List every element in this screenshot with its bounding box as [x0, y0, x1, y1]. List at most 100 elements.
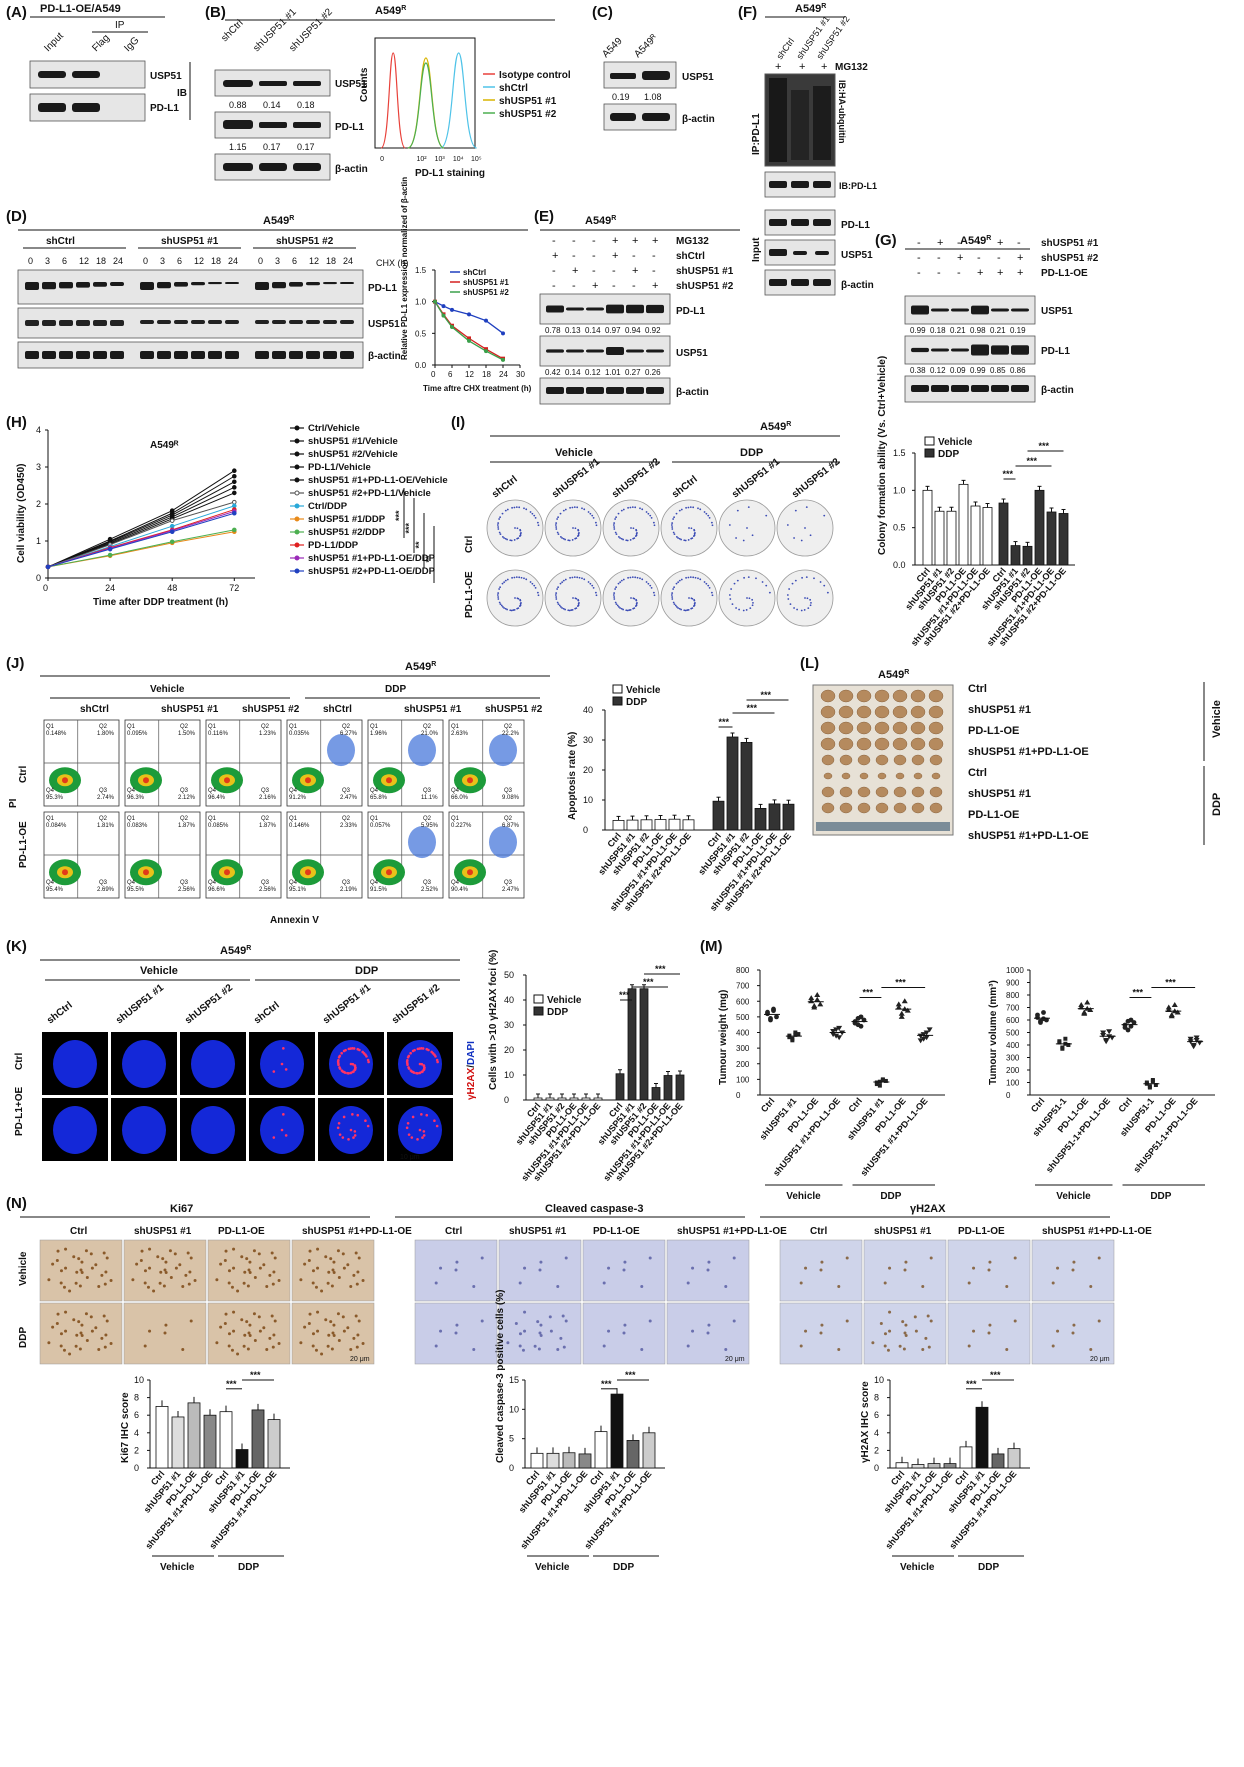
colony — [789, 603, 792, 606]
e-pdl1-value: 0.14 — [585, 326, 601, 335]
e-usp51-value: 0.26 — [645, 368, 661, 377]
h-legend-marker — [294, 425, 300, 431]
colony — [555, 592, 558, 594]
m-weight-point — [765, 1009, 770, 1015]
colony — [680, 608, 683, 611]
k-focus — [338, 1054, 342, 1058]
n-stained-cell — [536, 1320, 540, 1324]
m-volume-point — [1187, 1036, 1194, 1042]
n-stained-cell — [273, 1319, 277, 1323]
m-volume-ytick-label: 200 — [1006, 1066, 1020, 1075]
n-stained-cell — [252, 1312, 256, 1316]
a-lane-flag: Flag — [90, 33, 112, 55]
n-stained-cell — [271, 1345, 275, 1349]
b-flow-legend-label: Isotype control — [499, 70, 571, 81]
k-focus — [346, 1071, 349, 1075]
band — [626, 304, 644, 314]
m-volume-sig-label: *** — [1165, 978, 1176, 988]
m-volume-point — [1078, 1002, 1085, 1007]
n-stained-cell — [85, 1275, 89, 1279]
h-point — [45, 564, 51, 570]
colony — [557, 516, 560, 519]
j-chart-legend-swatch — [612, 696, 623, 706]
j-col-label: shCtrl — [80, 704, 109, 715]
n-stained-cell — [78, 1347, 82, 1351]
n-stained-cell — [109, 1342, 113, 1346]
j-q-label: Q1 — [289, 816, 298, 822]
n-stained-cell — [178, 1263, 182, 1267]
j-q-value: 65.8% — [370, 795, 388, 801]
colony — [561, 537, 563, 539]
colony — [768, 591, 771, 594]
colony — [574, 607, 577, 610]
colony — [685, 576, 687, 579]
h-legend-marker — [294, 464, 300, 470]
n-stained-cell — [262, 1263, 266, 1267]
k-focus — [420, 1113, 423, 1116]
colony — [755, 577, 757, 580]
j-q-label: Q1 — [208, 816, 217, 822]
n-bar — [578, 1453, 592, 1469]
colony — [573, 576, 576, 579]
j-q-value: 96.3% — [127, 795, 145, 801]
colony — [809, 598, 812, 601]
j-chart-bar — [712, 800, 725, 831]
l-tumour — [928, 705, 944, 719]
k-focus — [272, 1136, 276, 1139]
m-volume-point — [1131, 1020, 1137, 1025]
n-stained-cell — [245, 1320, 249, 1324]
e-sign: - — [552, 280, 556, 292]
band — [642, 113, 670, 121]
n-bar — [895, 1462, 909, 1469]
n-ytick-label: 0 — [509, 1463, 514, 1473]
n-stained-cell — [143, 1344, 147, 1348]
band — [259, 81, 287, 86]
h-legend-label: shUSP51 #1+PD-L1-OE/Vehicle — [308, 475, 448, 486]
m-weight-point — [920, 1032, 927, 1038]
k-cellline: A549R — [220, 945, 251, 957]
n-stained-cell — [188, 1270, 192, 1274]
b-pdl1-val-2: 0.17 — [263, 142, 281, 152]
panel-label-a: (A) — [6, 4, 27, 21]
colony — [497, 522, 500, 524]
colony — [650, 586, 653, 589]
colony — [705, 512, 708, 515]
colony — [513, 609, 516, 611]
colony — [555, 596, 558, 598]
e-sign: + — [552, 250, 558, 262]
j-chart-bar — [682, 819, 695, 831]
colony — [503, 581, 506, 584]
k-focus — [421, 1136, 424, 1139]
n-stained-cell — [454, 1268, 458, 1272]
b-usp51-val-2: 0.14 — [263, 100, 281, 110]
j-q-label: Q4 — [370, 788, 379, 794]
band — [289, 320, 303, 324]
m-volume-point — [1144, 1080, 1149, 1085]
e-sign: - — [612, 265, 616, 277]
k-focus — [358, 1048, 361, 1052]
colony — [554, 524, 557, 526]
j-population-peak — [467, 869, 473, 876]
n-stained-cell — [89, 1315, 93, 1319]
colony — [533, 514, 536, 517]
colony — [571, 576, 574, 579]
n-section-title: Cleaved caspase-3 — [545, 1203, 643, 1215]
n-bar — [642, 1432, 656, 1469]
n-stained-cell — [326, 1281, 330, 1285]
n-stained-cell — [139, 1258, 143, 1262]
n-col-label: PD-L1-OE — [958, 1226, 1005, 1237]
e-sign: + — [632, 235, 638, 247]
n-stained-cell — [219, 1262, 223, 1266]
band — [255, 320, 269, 324]
colony — [561, 607, 563, 609]
n-col-label: PD-L1-OE — [218, 1226, 265, 1237]
n-stained-cell — [341, 1315, 345, 1319]
band — [140, 282, 154, 290]
band — [340, 351, 354, 359]
m-volume-point — [1106, 1029, 1113, 1035]
band — [306, 320, 320, 324]
colony — [559, 582, 562, 585]
colony — [557, 603, 560, 606]
colony — [677, 581, 680, 584]
j-q-value: 0.084% — [46, 823, 67, 829]
